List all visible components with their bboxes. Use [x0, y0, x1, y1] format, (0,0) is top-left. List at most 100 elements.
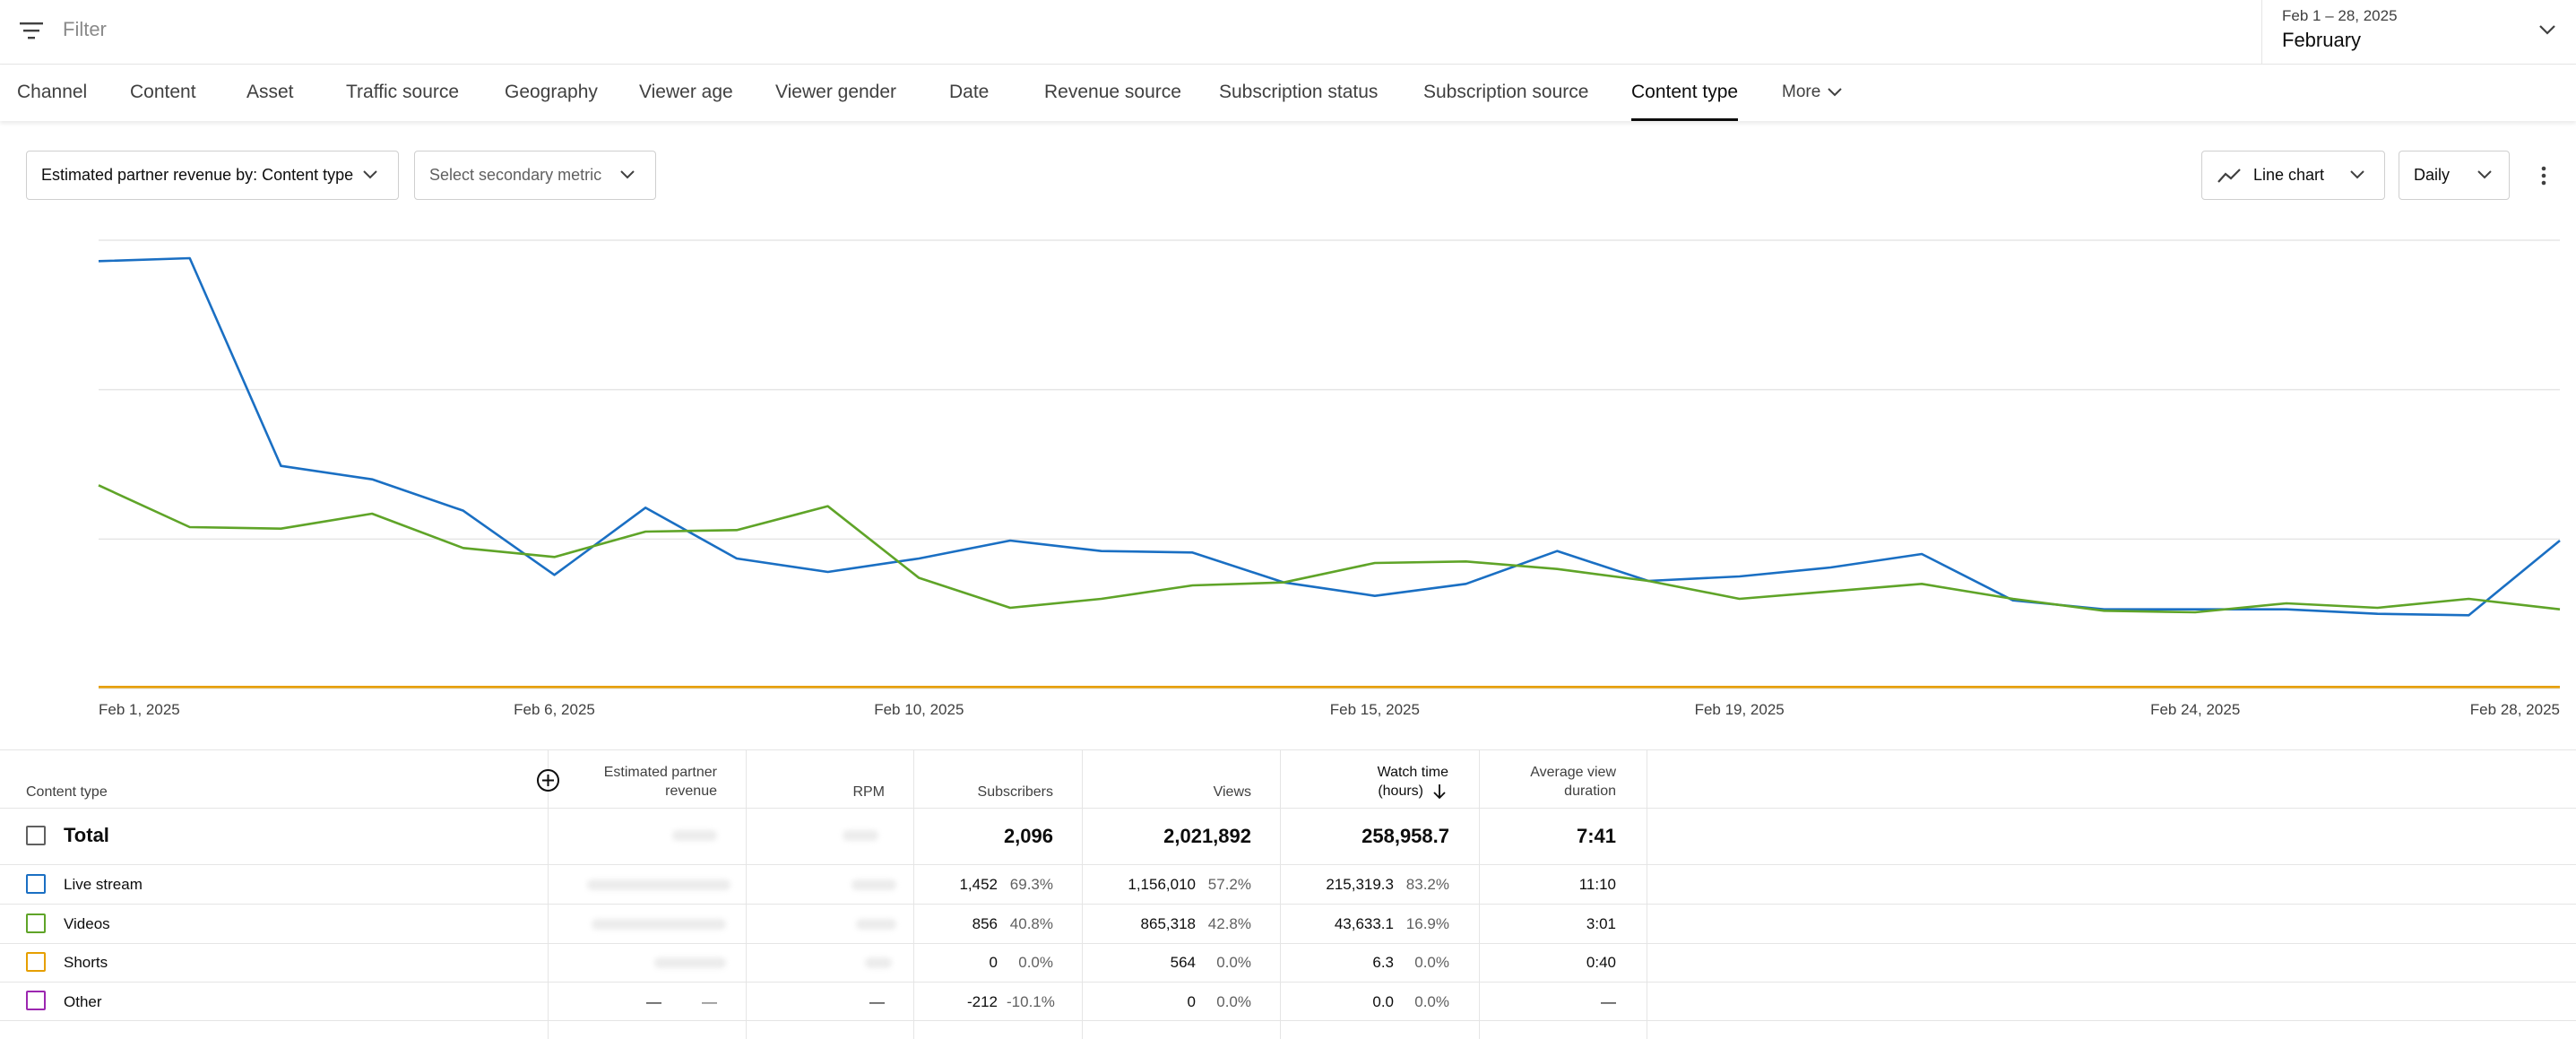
header-watch-time[interactable]: Watch time (hours): [1378, 763, 1448, 801]
cell-views: 2,021,892: [1163, 825, 1251, 847]
x-tick-label: Feb 10, 2025: [874, 701, 964, 718]
cell-watch-time: 258,958.7: [1361, 825, 1449, 847]
header-subscribers[interactable]: Subscribers: [977, 784, 1053, 800]
row-checkbox[interactable]: [26, 913, 46, 933]
sort-descending-icon: [1433, 784, 1446, 800]
chart-type-select[interactable]: Line chart: [2201, 151, 2385, 200]
row-checkbox[interactable]: [26, 952, 46, 972]
cell-subscribers: -212 -10.1%: [966, 993, 1055, 1010]
cell-average-view-duration: 3:01: [1586, 915, 1616, 932]
cell-revenue: — —: [646, 993, 717, 1010]
header-content-type[interactable]: Content type: [26, 784, 108, 800]
cell-views: 1,156,010 57.2%: [1128, 876, 1251, 893]
redacted-value: [592, 919, 726, 930]
row-checkbox[interactable]: [26, 874, 46, 894]
cell-views: 0 0.0%: [1187, 993, 1251, 1010]
cell-average-view-duration: 0:40: [1586, 954, 1616, 971]
tab-content[interactable]: Content: [130, 82, 196, 102]
x-tick-label: Feb 28, 2025: [2470, 701, 2560, 718]
row-label: Shorts: [64, 954, 108, 971]
cell-average-view-duration: 11:10: [1578, 876, 1616, 893]
x-tick-label: Feb 24, 2025: [2150, 701, 2240, 718]
chevron-down-icon: [620, 170, 635, 179]
x-tick-label: Feb 15, 2025: [1330, 701, 1420, 718]
chevron-down-icon: [2477, 170, 2492, 179]
series-line-videos[interactable]: [98, 484, 2561, 614]
line-chart-icon: [2217, 169, 2241, 183]
chart-type-label: Line chart: [2253, 166, 2325, 184]
header-average-view-duration[interactable]: Average view duration: [1530, 763, 1616, 801]
interval-select[interactable]: Daily: [2399, 151, 2510, 200]
interval-label: Daily: [2414, 166, 2451, 184]
cell-views: 564 0.0%: [1170, 954, 1251, 971]
secondary-metric-select[interactable]: Select secondary metric: [414, 151, 656, 200]
header-watch-time-line1: Watch time: [1377, 765, 1448, 780]
header-watch-time-line2: (hours): [1378, 782, 1448, 801]
tab-asset[interactable]: Asset: [246, 82, 294, 102]
header-views[interactable]: Views: [1213, 784, 1251, 800]
tab-content-type[interactable]: Content type: [1631, 82, 1739, 121]
x-tick-label: Feb 1, 2025: [99, 701, 180, 718]
cell-watch-time: 0.0 0.0%: [1372, 993, 1449, 1010]
dimension-tabs: Channel Content Asset Traffic source Geo…: [0, 65, 2576, 121]
primary-metric-label: Estimated partner revenue by: Content ty…: [41, 166, 354, 184]
primary-metric-select[interactable]: Estimated partner revenue by: Content ty…: [26, 151, 399, 200]
header-revenue-line2: revenue: [665, 784, 717, 799]
cell-subscribers: 2,096: [1003, 825, 1053, 847]
chevron-down-icon: [1828, 88, 1842, 97]
tab-subscription-status[interactable]: Subscription status: [1219, 82, 1379, 102]
secondary-metric-label: Select secondary metric: [429, 166, 602, 184]
series-line-live-stream[interactable]: [98, 256, 2561, 617]
chevron-down-icon: [2350, 170, 2364, 179]
tab-viewer-age[interactable]: Viewer age: [639, 82, 733, 102]
header-avg-line1: Average view: [1530, 765, 1616, 780]
header-revenue-line1: Estimated partner: [603, 765, 717, 780]
chart-series: [98, 256, 2561, 688]
filter-icon[interactable]: [20, 20, 43, 41]
tab-subscription-source[interactable]: Subscription source: [1423, 82, 1589, 102]
cell-average-view-duration: —: [1601, 993, 1616, 1010]
cell-watch-time: 6.3 0.0%: [1372, 954, 1449, 971]
row-label: Other: [64, 993, 102, 1010]
row-label: Live stream: [64, 876, 143, 893]
cell-rpm: —: [869, 993, 885, 1010]
x-tick-label: Feb 19, 2025: [1695, 701, 1785, 718]
chart-grid: [99, 239, 2560, 689]
redacted-value: [672, 830, 717, 841]
tab-more[interactable]: More: [1782, 82, 1842, 122]
header-rpm[interactable]: RPM: [852, 784, 885, 800]
add-column-icon[interactable]: [536, 768, 560, 792]
x-tick-label: Feb 6, 2025: [514, 701, 595, 718]
date-range-text: Feb 1 – 28, 2025: [2282, 7, 2398, 24]
redacted-value: [843, 830, 878, 841]
tab-revenue-source[interactable]: Revenue source: [1044, 82, 1181, 102]
tab-traffic-source[interactable]: Traffic source: [346, 82, 460, 102]
filter-input[interactable]: Filter: [63, 18, 107, 40]
filter-bar: Filter Feb 1 – 28, 2025 February: [0, 0, 2576, 65]
date-picker[interactable]: Feb 1 – 28, 2025 February: [2261, 0, 2576, 65]
row-checkbox[interactable]: [26, 826, 46, 845]
tab-date[interactable]: Date: [949, 82, 990, 102]
redacted-value: [654, 957, 726, 968]
row-label: Videos: [64, 915, 110, 932]
tab-channel[interactable]: Channel: [17, 82, 88, 102]
tab-viewer-gender[interactable]: Viewer gender: [775, 82, 897, 102]
date-label: February: [2282, 29, 2362, 51]
row-checkbox[interactable]: [26, 991, 46, 1010]
redacted-value: [851, 879, 896, 890]
x-axis-ticks: Feb 1, 2025 Feb 6, 2025 Feb 10, 2025 Feb 15…: [99, 701, 2560, 718]
chevron-down-icon: [363, 170, 377, 179]
redacted-value: [856, 919, 896, 930]
cell-subscribers: 1,452 69.3%: [959, 876, 1053, 893]
row-label: Total: [64, 824, 109, 846]
more-vert-icon[interactable]: [2535, 165, 2553, 186]
line-chart: Feb 1, 2025 Feb 6, 2025 Feb 10, 2025 Feb 15…: [98, 239, 2561, 718]
cell-average-view-duration: 7:41: [1576, 825, 1616, 847]
header-revenue[interactable]: Estimated partner revenue: [604, 763, 717, 801]
redacted-value: [865, 957, 892, 968]
cell-views: 865,318 42.8%: [1140, 915, 1251, 932]
tab-geography[interactable]: Geography: [505, 82, 598, 102]
cell-subscribers: 856 40.8%: [972, 915, 1053, 932]
tab-more-label: More: [1782, 82, 1821, 101]
header-avg-line2: duration: [1564, 784, 1616, 799]
